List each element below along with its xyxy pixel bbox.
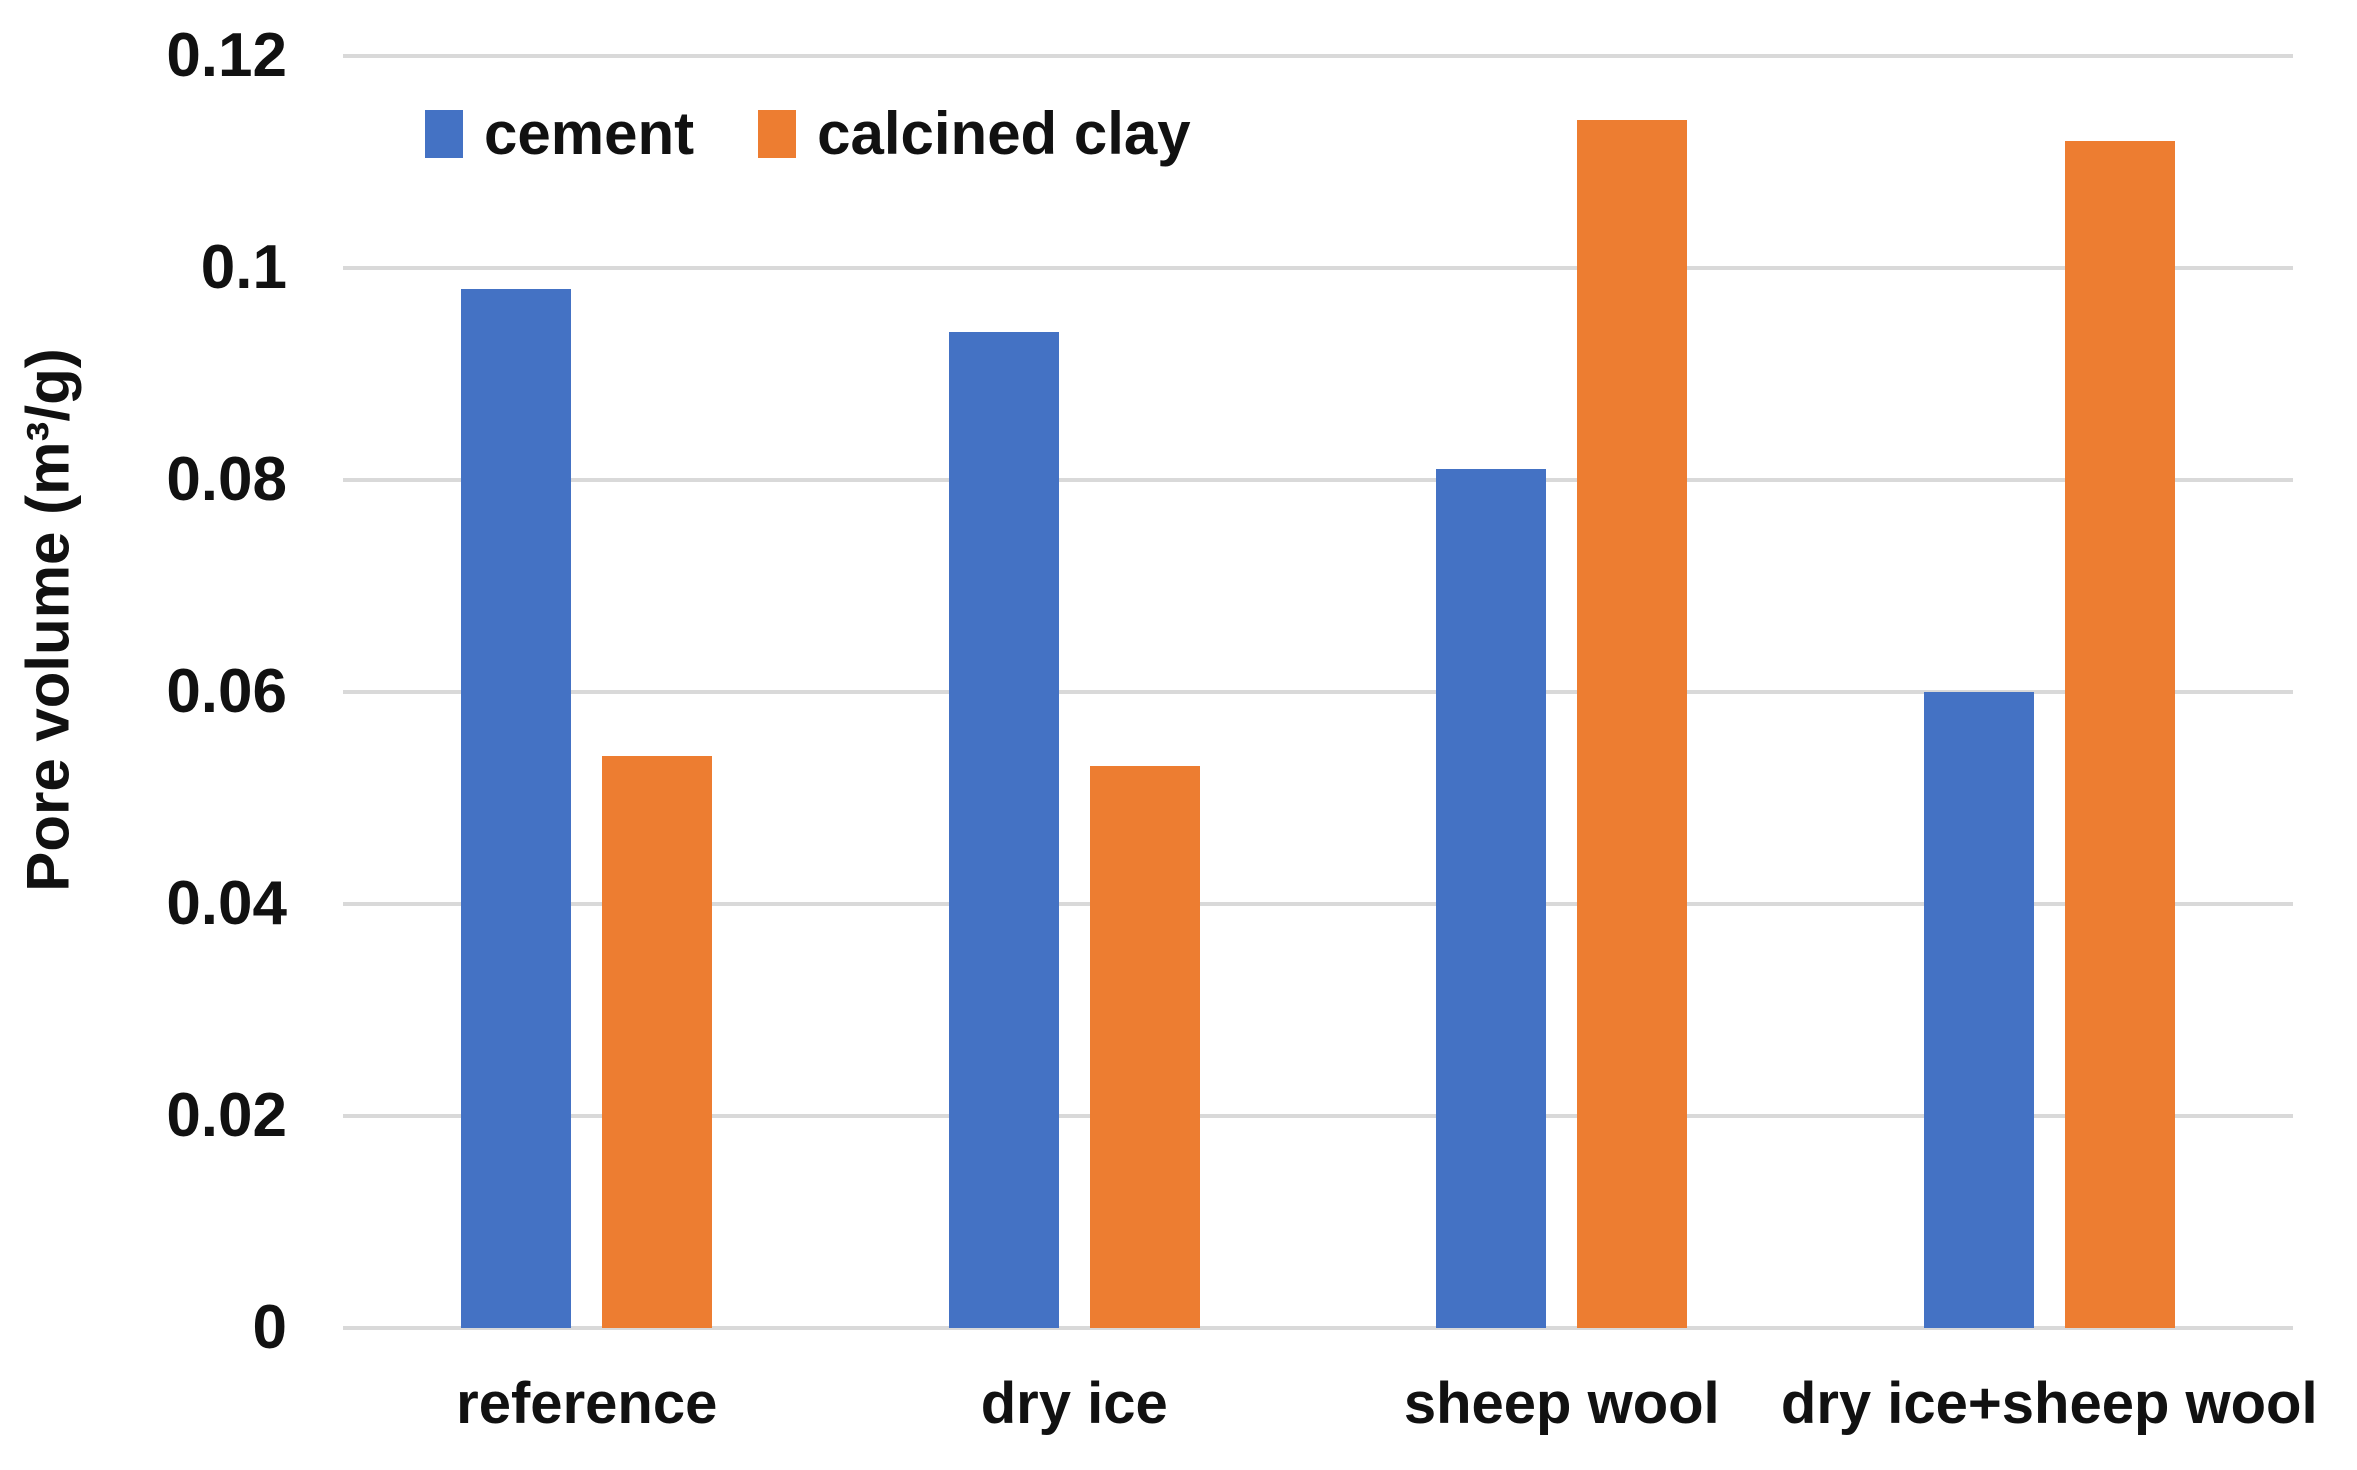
bar-calcined-clay-reference bbox=[602, 755, 713, 1328]
x-axis-labels: reference dry ice sheep wool dry ice+sheep … bbox=[343, 1371, 2317, 1455]
gridline-0-08 bbox=[343, 478, 2293, 483]
legend-swatch-calcined-clay bbox=[758, 110, 797, 158]
x-label-dry-ice: dry ice bbox=[980, 1371, 1168, 1436]
y-tick-0-1: 0.1 bbox=[200, 233, 287, 302]
y-tick-0-08: 0.08 bbox=[166, 445, 287, 514]
bar-calcined-clay-dry-ice-sheep-wool bbox=[2064, 140, 2175, 1328]
legend-item-cement: cement bbox=[425, 104, 694, 164]
y-tick-0-02: 0.02 bbox=[166, 1081, 287, 1150]
legend-label-calcined-clay: calcined clay bbox=[817, 100, 1191, 167]
legend: cement calcined clay bbox=[425, 104, 1191, 164]
x-label-dry-ice-sheep-wool: dry ice+sheep wool bbox=[1780, 1371, 2318, 1436]
x-label-sheep-wool: sheep wool bbox=[1403, 1371, 1720, 1436]
bar-cement-dry-ice bbox=[948, 331, 1059, 1328]
bar-cement-dry-ice-sheep-wool bbox=[1923, 692, 2034, 1328]
bar-calcined-clay-sheep-wool bbox=[1577, 119, 1688, 1328]
y-tick-0: 0 bbox=[252, 1293, 287, 1362]
bar-cement-reference bbox=[461, 289, 572, 1328]
bar-calcined-clay-dry-ice bbox=[1089, 766, 1200, 1328]
legend-item-calcined-clay: calcined clay bbox=[758, 104, 1191, 164]
gridline-0-02 bbox=[343, 1114, 2293, 1119]
legend-label-cement: cement bbox=[484, 100, 695, 167]
gridline-0-12 bbox=[343, 54, 2293, 58]
y-tick-0-06: 0.06 bbox=[166, 657, 287, 726]
x-label-reference: reference bbox=[456, 1371, 718, 1436]
gridline-0-1 bbox=[343, 266, 2293, 270]
legend-swatch-cement bbox=[425, 110, 463, 158]
y-axis-tick-labels: 0 0.02 0.04 0.06 0.08 0.1 0.12 bbox=[0, 25, 287, 1359]
gridline-0 bbox=[343, 1326, 2293, 1330]
gridline-0-06 bbox=[343, 690, 2293, 694]
y-tick-0-12: 0.12 bbox=[166, 21, 287, 90]
plot-area: cement calcined clay bbox=[343, 54, 2293, 1330]
gridline-0-04 bbox=[343, 902, 2293, 907]
bar-cement-sheep-wool bbox=[1436, 469, 1547, 1328]
y-tick-0-04: 0.04 bbox=[166, 869, 287, 938]
